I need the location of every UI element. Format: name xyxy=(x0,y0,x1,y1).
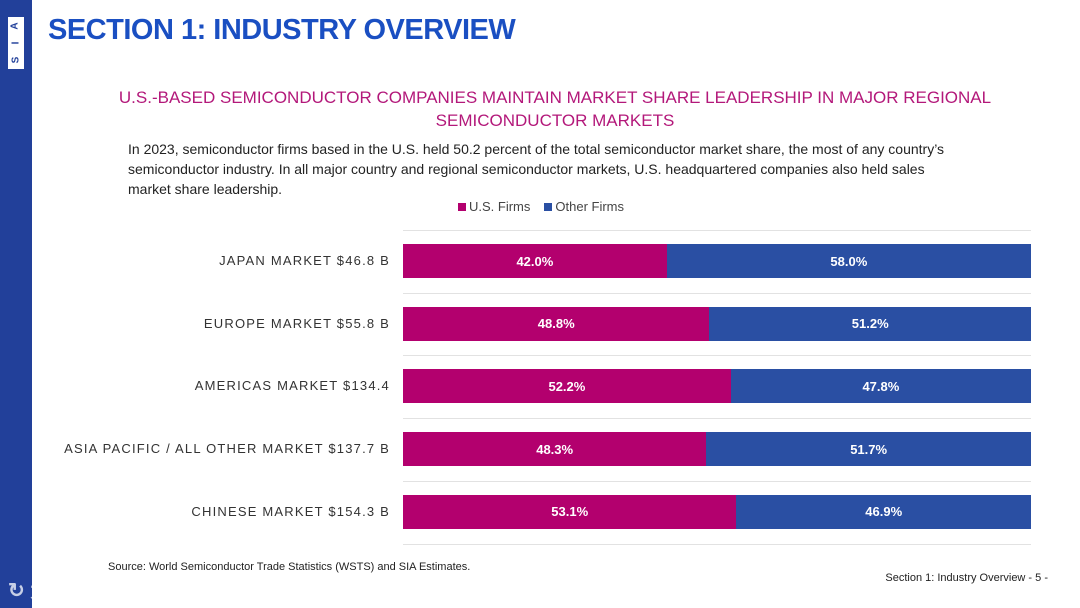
category-label: AMERICAS MARKET $134.4 xyxy=(194,378,390,394)
logo-letter: A xyxy=(9,22,21,30)
data-label: 48.8% xyxy=(537,316,575,332)
sia-logo: A I S xyxy=(8,17,24,69)
legend-swatch xyxy=(544,203,553,211)
sidebar: A I S xyxy=(0,0,32,608)
category-label: CHINESE MARKET $154.3 B xyxy=(191,503,390,519)
page-footer: Section 1: Industry Overview - 5 - xyxy=(885,572,1048,584)
gridline xyxy=(403,230,1031,231)
data-label: 42.0% xyxy=(516,253,554,269)
legend-swatch xyxy=(458,203,466,211)
bar-us-firms: 48.8% xyxy=(403,306,710,341)
bar-other-firms: 46.9% xyxy=(736,494,1031,529)
gridline xyxy=(403,418,1031,420)
watermark: ↻ 大数跨境 xyxy=(8,580,111,602)
gridline xyxy=(403,543,1031,545)
bar-us-firms: 42.0% xyxy=(403,244,667,278)
data-label: 47.8% xyxy=(862,378,900,394)
category-label: ASIA PACIFIC / ALL OTHER MARKET $137.7 B xyxy=(64,441,390,457)
data-label: 48.3% xyxy=(536,441,574,457)
data-label: 58.0% xyxy=(830,253,868,269)
source-note: Source: World Semiconductor Trade Statis… xyxy=(108,561,471,573)
gridline xyxy=(403,355,1031,357)
legend-label: Other Firms xyxy=(555,199,625,214)
chart-title: U.S.-BASED SEMICONDUCTOR COMPANIES MAINT… xyxy=(118,88,992,130)
legend-label: U.S. Firms xyxy=(469,199,531,214)
bar-other-firms: 51.2% xyxy=(709,306,1031,341)
gridline xyxy=(403,480,1031,482)
page-title: SECTION 1: INDUSTRY OVERVIEW xyxy=(48,14,516,46)
bar-us-firms: 53.1% xyxy=(403,494,737,529)
bar-other-firms: 51.7% xyxy=(706,432,1031,467)
logo-letter: I xyxy=(10,41,21,45)
data-label: 53.1% xyxy=(551,504,589,520)
bar-us-firms: 48.3% xyxy=(403,432,707,467)
data-label: 51.7% xyxy=(850,441,888,457)
bar-us-firms: 52.2% xyxy=(403,369,731,404)
legend: U.S. Firms Other Firms xyxy=(458,199,624,214)
data-label: 51.2% xyxy=(851,316,889,332)
category-label: EUROPE MARKET $55.8 B xyxy=(203,315,390,331)
bar-other-firms: 47.8% xyxy=(730,369,1031,404)
description: In 2023, semiconductor firms based in th… xyxy=(128,141,945,197)
bar-other-firms: 58.0% xyxy=(666,244,1031,278)
data-label: 52.2% xyxy=(548,378,586,394)
legend-item-us: U.S. Firms xyxy=(458,199,530,214)
gridline xyxy=(403,292,1031,294)
data-label: 46.9% xyxy=(865,504,903,520)
legend-item-other: Other Firms xyxy=(544,199,624,214)
logo-letter: S xyxy=(9,56,21,64)
category-label: JAPAN MARKET $46.8 B xyxy=(219,253,390,268)
